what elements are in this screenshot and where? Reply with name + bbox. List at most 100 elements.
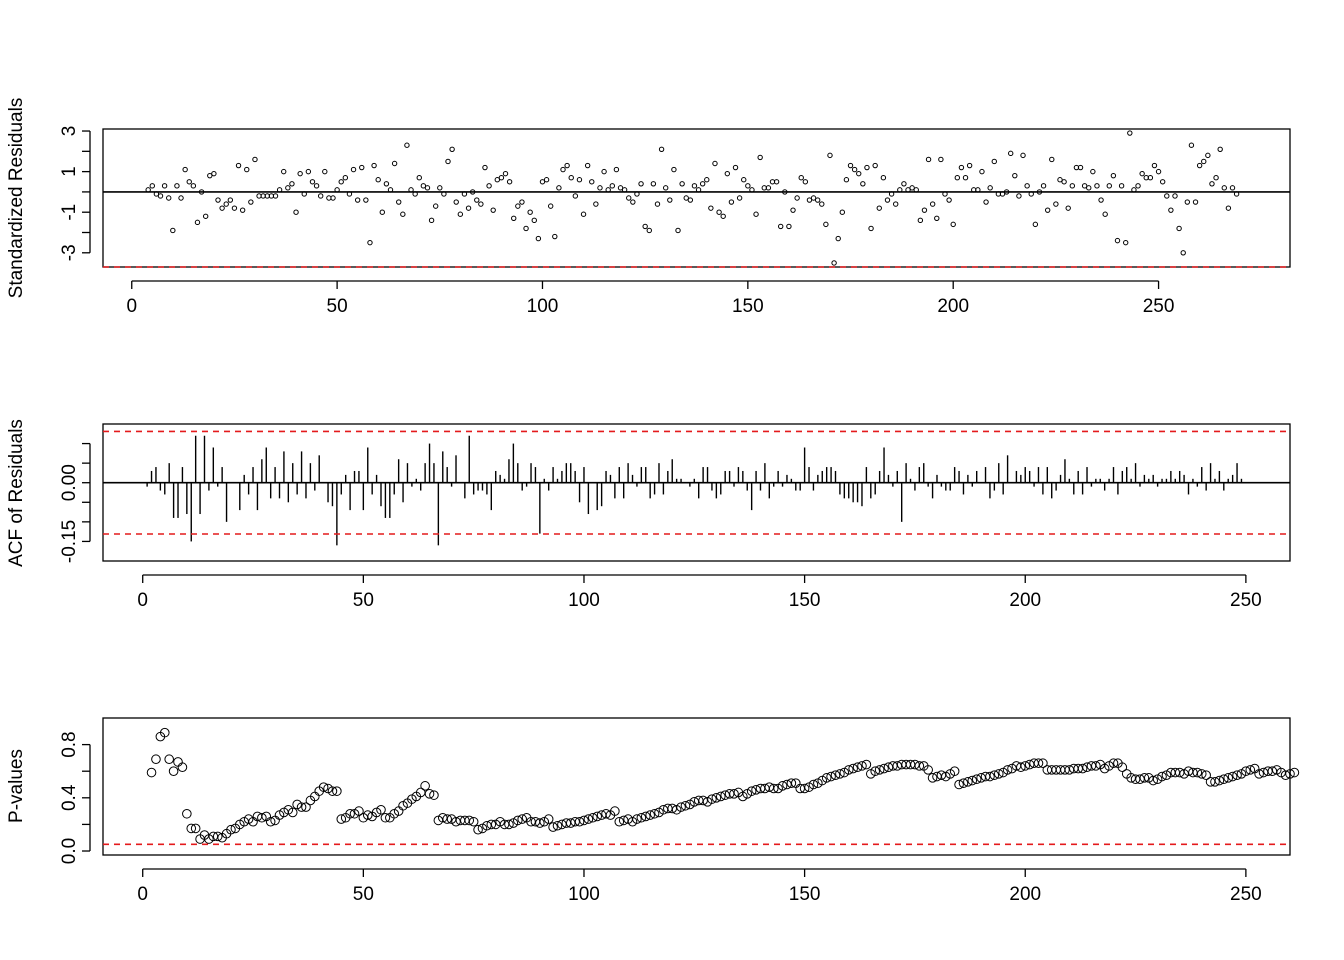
p-value-point — [1091, 761, 1101, 771]
residual-point — [519, 199, 525, 205]
p-value-point — [1108, 758, 1119, 769]
p-value-point — [786, 778, 797, 788]
residual-point — [1094, 183, 1100, 189]
residual-point — [1040, 183, 1047, 189]
p-value-point — [512, 815, 523, 826]
p-value-point — [442, 814, 452, 824]
y-axis: 0.0 0.4 0.8 — [59, 731, 91, 864]
p-value-point — [874, 765, 885, 775]
residual-point — [716, 209, 722, 215]
p-value-point — [1020, 761, 1031, 771]
residual-point — [317, 193, 324, 199]
residual-point — [1016, 193, 1022, 199]
residual-point — [872, 162, 878, 169]
p-value-point — [711, 793, 722, 803]
residual-point — [457, 211, 464, 217]
x-axis: 0 50 100 150 200 250 — [137, 868, 1262, 905]
p-value-point — [949, 766, 960, 777]
residual-point — [437, 185, 443, 191]
residual-point — [786, 223, 792, 230]
residual-point — [1196, 162, 1203, 169]
x-axis: 0 50 100 150 200 250 — [137, 574, 1262, 611]
residual-point — [1192, 199, 1199, 205]
residual-point — [1155, 168, 1162, 175]
p-value-point — [1232, 770, 1242, 780]
x-tick-label: 50 — [353, 884, 374, 905]
residual-point — [285, 185, 291, 191]
residual-point — [1069, 183, 1076, 189]
residual-point — [593, 201, 599, 207]
residual-point — [157, 193, 164, 199]
p-value-point — [1157, 771, 1167, 782]
residual-point — [305, 168, 312, 175]
p-value-point — [380, 812, 391, 823]
residual-point — [691, 183, 698, 189]
p-value-point — [1016, 762, 1026, 773]
residual-point — [597, 185, 603, 191]
p-value-point — [614, 816, 625, 827]
residual-point — [1147, 175, 1154, 181]
residual-point — [704, 177, 710, 183]
residual-point — [983, 199, 989, 205]
p-value-point — [354, 806, 364, 816]
y-tick-label: 0.8 — [59, 731, 80, 757]
p-value-point — [473, 824, 483, 835]
p-value-point — [1077, 763, 1088, 774]
residual-point — [987, 185, 993, 191]
x-tick-label: 150 — [789, 884, 821, 905]
p-value-point — [768, 783, 779, 794]
residual-point — [572, 193, 579, 199]
residual-point — [646, 227, 652, 234]
residual-point — [687, 197, 694, 203]
p-value-point — [610, 806, 620, 816]
residual-point — [617, 185, 624, 191]
x-tick-label: 100 — [568, 590, 600, 611]
residual-point — [1188, 142, 1195, 148]
p-value-point — [927, 773, 938, 783]
residual-point — [843, 177, 850, 183]
p-value-point — [146, 767, 157, 778]
residual-point — [223, 201, 229, 207]
p-value-point — [327, 786, 338, 796]
p-value-point — [857, 761, 867, 771]
residual-point — [613, 166, 620, 173]
p-value-point — [985, 771, 995, 782]
residual-point — [215, 197, 221, 203]
residual-point — [909, 185, 915, 191]
p-value-point — [159, 727, 170, 738]
residual-point — [724, 170, 731, 177]
plot-frame — [102, 423, 1291, 562]
p-value-point — [164, 754, 174, 765]
residual-point — [1032, 221, 1039, 228]
p-value-point — [429, 790, 439, 800]
residual-point — [239, 207, 246, 213]
standardized-residuals-panel: 0 50 100 150 200 250 -3 -1 1 3 Standardized Resi… — [6, 98, 1291, 317]
residual-point — [658, 146, 665, 152]
p-value-point — [190, 823, 201, 834]
residual-point — [1044, 207, 1051, 213]
p-value-point — [861, 759, 872, 770]
residual-point — [736, 195, 743, 201]
residual-point — [391, 160, 398, 167]
residual-point — [342, 175, 349, 181]
p-value-point — [592, 811, 603, 822]
p-values-panel: 0 50 100 150 200 250 0.0 0.4 0.8 P-values — [6, 717, 1300, 905]
residual-point — [219, 205, 225, 211]
residual-point — [515, 203, 521, 209]
residual-point — [1213, 175, 1219, 181]
residual-point — [552, 233, 558, 240]
y-axis: -0.15 0.00 — [59, 442, 91, 563]
residual-point — [486, 183, 492, 189]
p-value-points — [146, 727, 1300, 844]
residual-point — [404, 142, 410, 148]
p-value-point — [1192, 767, 1203, 778]
p-value-point — [923, 765, 933, 775]
residual-point — [856, 170, 862, 177]
residual-point — [699, 181, 706, 187]
residual-point — [190, 183, 197, 189]
residual-point — [482, 164, 488, 171]
residual-point — [527, 209, 533, 215]
residual-point — [901, 181, 907, 187]
residual-point — [662, 185, 669, 191]
residual-point — [354, 197, 361, 203]
